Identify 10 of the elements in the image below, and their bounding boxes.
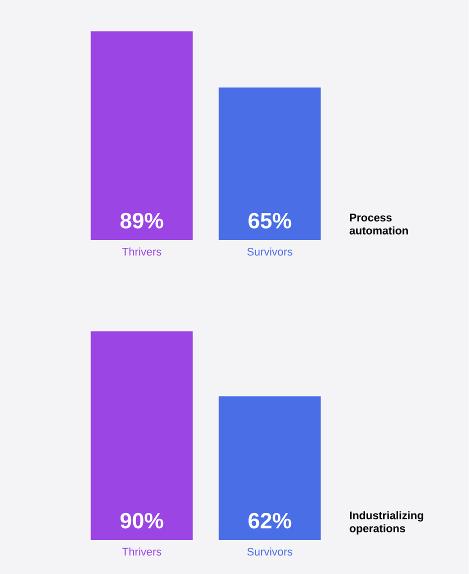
- x-tick-label: Survivors: [247, 548, 292, 556]
- data-label: 65%: [248, 212, 292, 228]
- data-label: 90%: [120, 512, 164, 528]
- x-tick-label: Survivors: [247, 248, 292, 256]
- x-tick-label: Thrivers: [122, 548, 162, 556]
- data-label: 62%: [248, 512, 292, 528]
- text: Process automation: [350, 214, 408, 234]
- x-tick-label: Thrivers: [122, 248, 162, 256]
- data-label: 89%: [120, 212, 164, 228]
- text: Industrializing operations: [350, 511, 424, 534]
